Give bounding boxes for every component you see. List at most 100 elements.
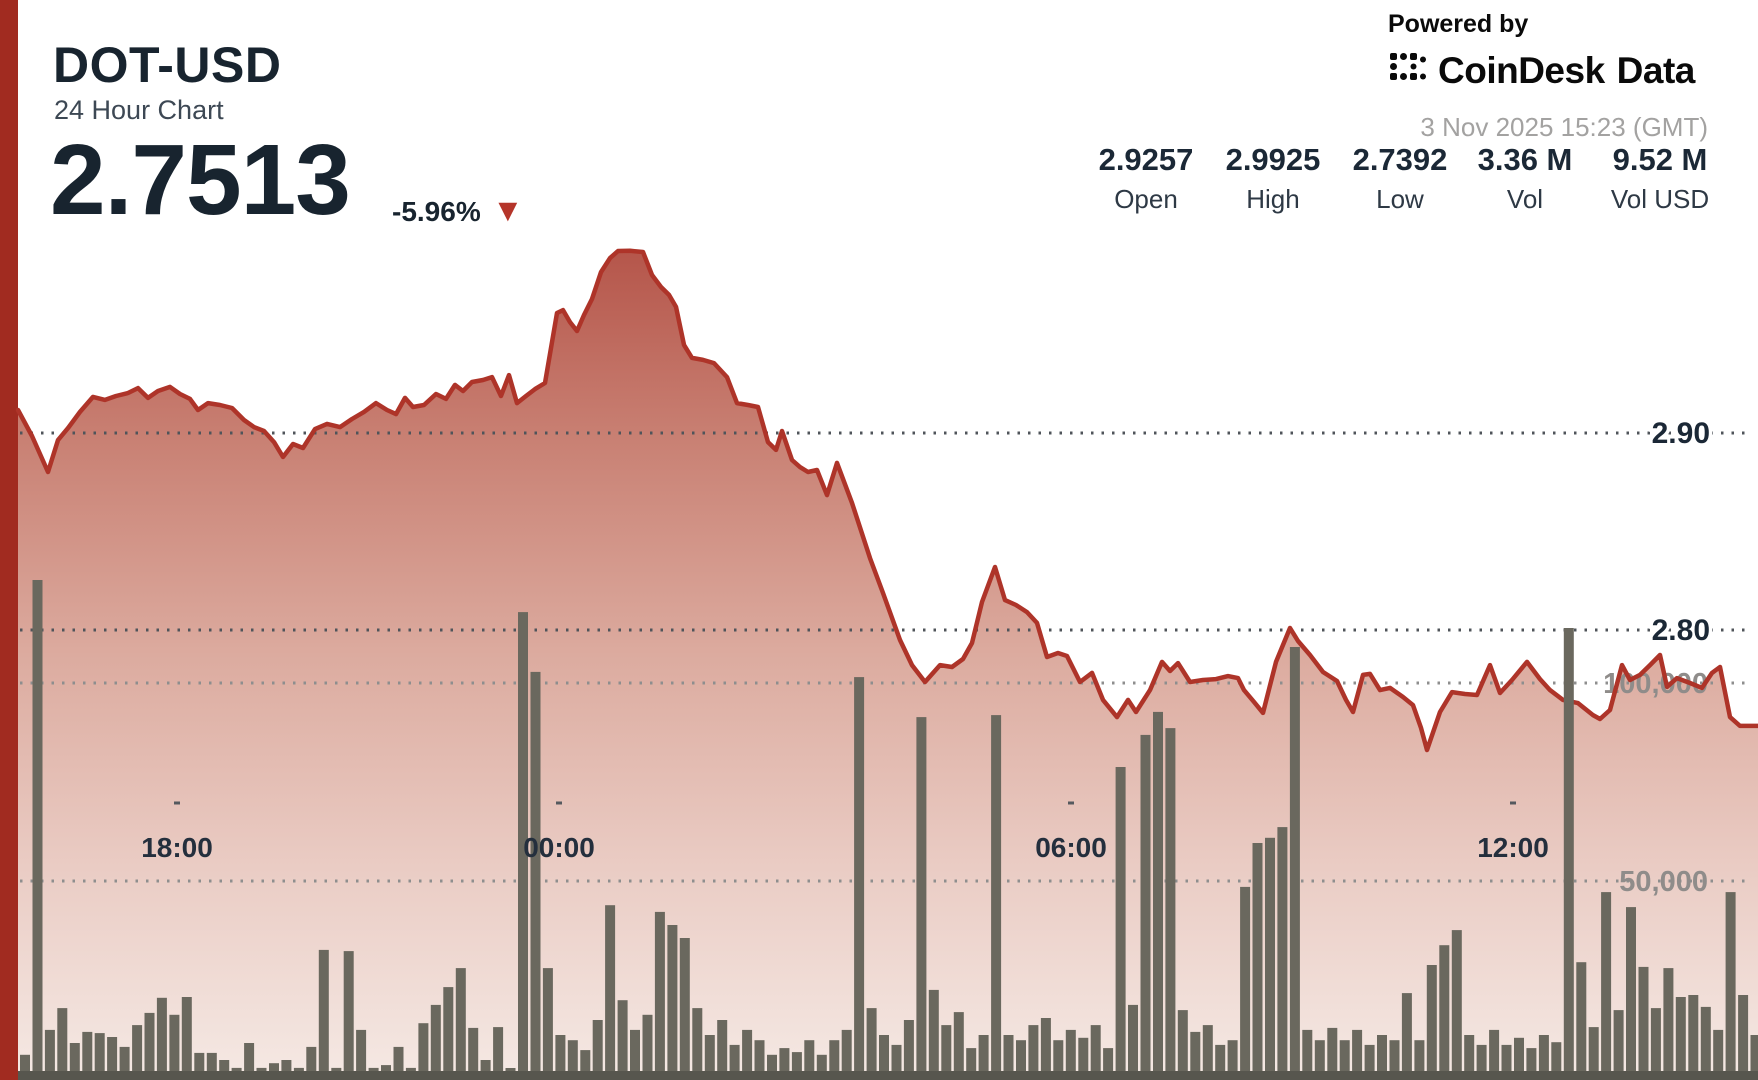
volume-bar (1663, 968, 1674, 1080)
volume-bar (1265, 837, 1275, 1080)
volume-bar (1065, 1029, 1076, 1080)
volume-bar (1364, 1044, 1375, 1080)
volume-bar (1688, 995, 1699, 1080)
coindesk-logo-text: CoinDesk Data (1438, 50, 1695, 91)
volume-bar (1426, 965, 1437, 1080)
volume-bar (94, 1033, 105, 1080)
volume-bar (1327, 1027, 1338, 1080)
stat-vol-usd-value: 9.52 M (1612, 142, 1708, 177)
volume-bar (1389, 1040, 1400, 1080)
coindesk-logo[interactable]: CoinDesk Data (1388, 50, 1695, 92)
volume-bar (542, 968, 553, 1080)
volume-bar (1514, 1037, 1524, 1080)
stat-low: 2.7392 Low (1315, 142, 1485, 215)
stat-high-value: 2.9925 (1225, 142, 1321, 177)
volume-bar (69, 1043, 80, 1080)
volume-bar (953, 1012, 964, 1080)
volume-bar (219, 1060, 230, 1080)
volume-bar (1140, 734, 1151, 1080)
volume-bar (1053, 1040, 1064, 1080)
volume-bar (132, 1025, 143, 1080)
volume-bar (57, 1008, 68, 1080)
volume-bar (393, 1046, 404, 1080)
volume-bar (630, 1029, 640, 1080)
volume-bar (1240, 886, 1251, 1080)
volume-bar (779, 1048, 790, 1080)
volume-bar (580, 1050, 591, 1080)
volume-bar (480, 1060, 491, 1080)
volume-bar (791, 1052, 802, 1080)
volume-bar (1314, 1040, 1325, 1080)
volume-bar (1165, 728, 1176, 1080)
volume-bar (181, 997, 192, 1080)
volume-bar (1738, 995, 1749, 1080)
stat-open-label: Open (1114, 184, 1178, 214)
volume-bar (1078, 1037, 1089, 1080)
volume-bar (916, 717, 927, 1080)
chart-subtitle: 24 Hour Chart (54, 95, 224, 125)
left-accent-bar (0, 0, 18, 1080)
volume-bar (44, 1029, 55, 1080)
powered-by-label: Powered by (1388, 10, 1529, 38)
volume-bar (1003, 1035, 1014, 1080)
volume-bar (1302, 1029, 1313, 1080)
volume-bar (879, 1035, 889, 1080)
price-change-percent: -5.96% (392, 196, 481, 227)
stat-vol-label: Vol (1506, 184, 1544, 214)
volume-bar (1289, 647, 1300, 1080)
volume-bar (754, 1040, 765, 1080)
volume-bar (1215, 1044, 1226, 1080)
volume-bar (1588, 1027, 1599, 1080)
volume-bar (1177, 1010, 1188, 1080)
volume-bar (978, 1035, 989, 1080)
volume-bar (816, 1054, 827, 1080)
volume-bar (20, 1054, 30, 1080)
volume-bar (1115, 767, 1126, 1080)
volume-bar (1028, 1025, 1039, 1080)
volume-bar (667, 925, 678, 1080)
volume-bar (592, 1020, 603, 1080)
volume-bar (206, 1052, 217, 1080)
volume-bar (654, 911, 665, 1080)
volume-bar (1090, 1025, 1101, 1080)
volume-bar (244, 1043, 255, 1080)
stat-vol-usd-label: Vol USD (1610, 184, 1710, 214)
stat-high-label: High (1246, 184, 1300, 214)
volume-bar (866, 1008, 877, 1080)
volume-bar (1700, 1006, 1711, 1080)
volume-bar (1401, 993, 1412, 1080)
volume-base-strip (18, 1071, 1758, 1080)
volume-bar (1538, 1035, 1549, 1080)
volume-bar (1601, 892, 1612, 1080)
volume-bar (841, 1029, 852, 1080)
volume-bar (455, 968, 466, 1080)
price-area-fill (18, 250, 1758, 1080)
volume-bar (32, 580, 43, 1080)
coindesk-logo-icon (1388, 51, 1428, 91)
volume-bar (729, 1044, 740, 1080)
volume-bar (107, 1037, 118, 1080)
volume-bar (194, 1052, 205, 1080)
chart-timestamp: 3 Nov 2025 15:23 (GMT) (1420, 112, 1708, 142)
volume-bar (281, 1060, 292, 1080)
volume-bar (1489, 1029, 1500, 1080)
volume-bar (343, 951, 354, 1080)
volume-bar (1563, 628, 1574, 1080)
stat-high: 2.9925 High (1188, 142, 1358, 215)
volume-bar (82, 1031, 93, 1080)
volume-bar (1650, 1008, 1661, 1080)
volume-bar (306, 1046, 317, 1080)
volume-bar (144, 1012, 155, 1080)
volume-bar (1725, 892, 1736, 1080)
volume-bar (1439, 945, 1450, 1080)
time-axis-label: 06:00 (1035, 832, 1107, 863)
volume-axis-label: 50,000 (1619, 866, 1708, 898)
volume-bar (1153, 711, 1163, 1080)
price-axis-label: 2.90 (1652, 417, 1710, 450)
volume-bar (1613, 1010, 1624, 1080)
volume-bar (119, 1046, 130, 1080)
volume-bar (966, 1048, 977, 1080)
volume-bar (1526, 1048, 1537, 1080)
current-price: 2.7513 (50, 124, 351, 236)
